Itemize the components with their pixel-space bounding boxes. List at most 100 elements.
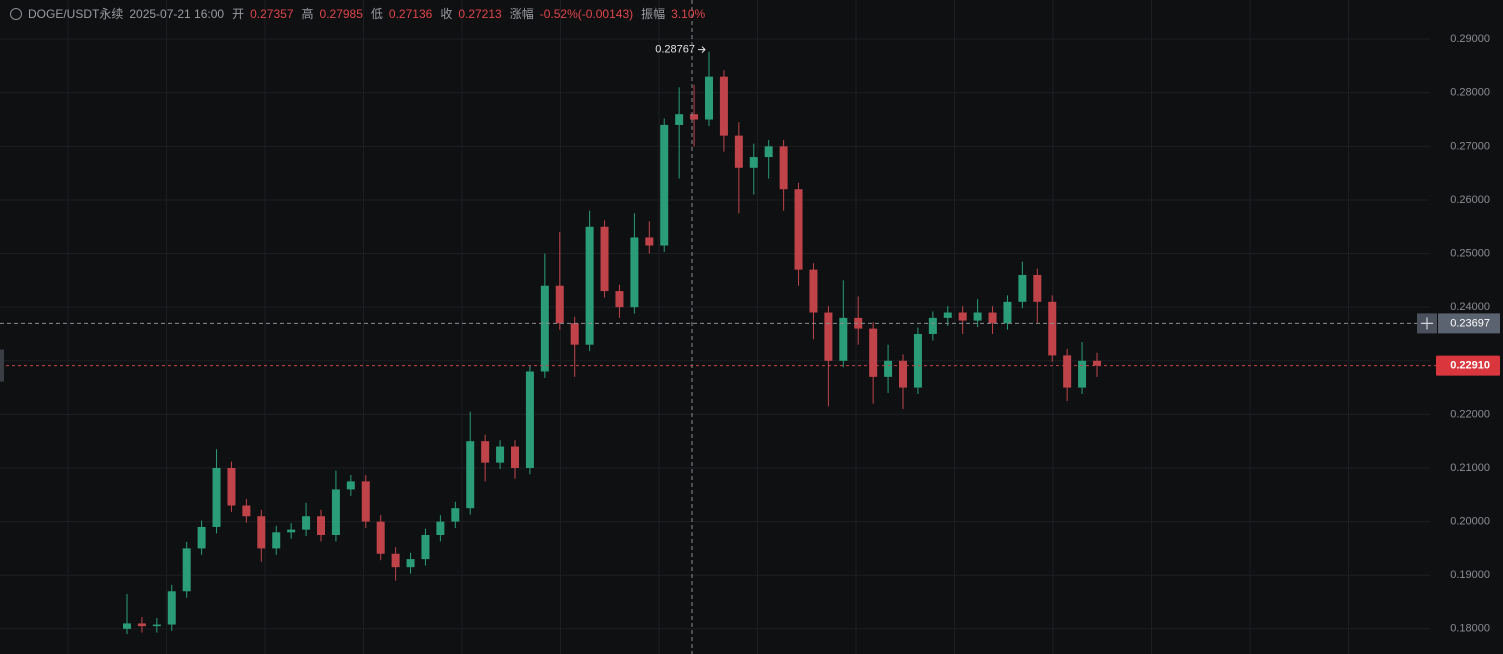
y-tick-label: 0.28000	[1450, 87, 1490, 99]
candle-body	[660, 124, 669, 246]
y-tick-label: 0.21000	[1450, 462, 1490, 474]
high-label: 0.28767	[655, 44, 695, 56]
candle-body	[1048, 301, 1057, 356]
high-arrow	[698, 46, 706, 53]
candle-body	[1093, 360, 1101, 366]
candle-body	[854, 317, 863, 329]
candle-body	[137, 623, 146, 627]
stat-label: 振幅	[641, 7, 666, 21]
candle-body	[197, 526, 206, 549]
candle-body	[645, 237, 654, 246]
candle-body	[1003, 301, 1012, 324]
candle-body	[570, 323, 579, 345]
candle-body	[734, 135, 743, 168]
stat-value: 0.27985	[319, 6, 363, 21]
candle-body	[928, 317, 937, 334]
candle-body	[615, 291, 624, 308]
candle-body	[764, 146, 773, 158]
crosshair-label: 0.23697	[1450, 317, 1490, 329]
candle-body	[257, 516, 266, 549]
candle-body	[376, 521, 385, 554]
candle-body	[839, 317, 848, 361]
crosshair-label-box	[1438, 313, 1500, 334]
y-tick-label: 0.20000	[1450, 515, 1490, 527]
candle-body	[1063, 355, 1072, 388]
candle-body	[824, 312, 833, 361]
candle-body	[1078, 360, 1087, 388]
candle-body	[227, 467, 236, 506]
candle-body	[361, 481, 370, 522]
y-tick-label: 0.29000	[1450, 33, 1490, 45]
candle-body	[421, 534, 430, 560]
candle-body	[525, 371, 534, 468]
candle-body	[585, 226, 594, 345]
left-handle[interactable]	[0, 349, 4, 382]
candle-body	[496, 446, 505, 463]
candle-body	[1018, 275, 1027, 302]
last-price-box	[1436, 355, 1500, 376]
stat-label: 收	[440, 7, 453, 21]
candle-body	[287, 529, 296, 533]
candle-body	[675, 114, 684, 125]
header-icon[interactable]	[10, 7, 22, 20]
candle-body	[899, 360, 907, 388]
stat-value: 0.27136	[388, 6, 433, 21]
candle-body	[406, 559, 415, 568]
candle-body	[167, 591, 176, 625]
candle-body	[779, 146, 788, 190]
candle-body	[317, 516, 325, 535]
y-tick-label: 0.18000	[1450, 623, 1490, 635]
y-tick-label: 0.22000	[1450, 408, 1490, 420]
header: DOGE/USDT永续 2025-07-21 16:00 开 0.27357 高 0.…	[10, 5, 705, 22]
candle-body	[123, 623, 131, 629]
stat-label: 高	[301, 7, 314, 21]
candle-body	[1033, 275, 1042, 302]
candle-body	[511, 446, 519, 468]
candle-body	[884, 360, 893, 377]
stat-value: 3.10%	[671, 6, 706, 21]
candle-body	[272, 532, 281, 549]
candle-body	[749, 157, 758, 168]
y-tick-label: 0.19000	[1450, 569, 1490, 581]
candle-body	[943, 312, 952, 318]
candle-body	[331, 489, 340, 535]
symbol: DOGE/USDT永续	[28, 7, 124, 21]
candle-body	[436, 521, 445, 535]
candle-body	[705, 76, 713, 120]
stat-value: -0.52%(-0.00143)	[539, 6, 634, 21]
stat-value: 0.27213	[458, 6, 502, 21]
candle-body	[600, 226, 609, 292]
y-tick-label: 0.25000	[1450, 247, 1490, 259]
y-tick-label: 0.26000	[1450, 194, 1490, 206]
stat-label: 涨幅	[509, 7, 534, 21]
candle-body	[182, 548, 191, 592]
candle-body	[540, 285, 549, 372]
candle-body	[690, 114, 699, 120]
candle-body	[242, 505, 251, 517]
candle-body	[958, 312, 967, 321]
candle-body	[391, 553, 400, 568]
time: 2025-07-21 16:00	[129, 6, 225, 21]
stat-label: 低	[370, 7, 383, 21]
candle-body	[869, 328, 878, 377]
candle-body	[481, 441, 490, 463]
candle-body	[719, 76, 728, 136]
stat-label: 开	[232, 7, 245, 21]
candle-body	[555, 285, 564, 324]
stat-value: 0.27357	[250, 6, 294, 21]
candle-body	[466, 441, 475, 509]
candle-body	[988, 312, 997, 324]
candle-body	[152, 624, 161, 627]
candle-body	[451, 508, 460, 522]
crosshair-plus	[1421, 317, 1433, 330]
candle-body	[346, 481, 355, 490]
candle-body	[809, 269, 818, 313]
candle-body	[794, 189, 803, 270]
candle-body	[913, 333, 922, 388]
y-tick-label: 0.24000	[1450, 301, 1490, 313]
candle-body	[212, 467, 221, 527]
candle-body	[973, 312, 982, 321]
y-tick-label: 0.27000	[1450, 140, 1490, 152]
